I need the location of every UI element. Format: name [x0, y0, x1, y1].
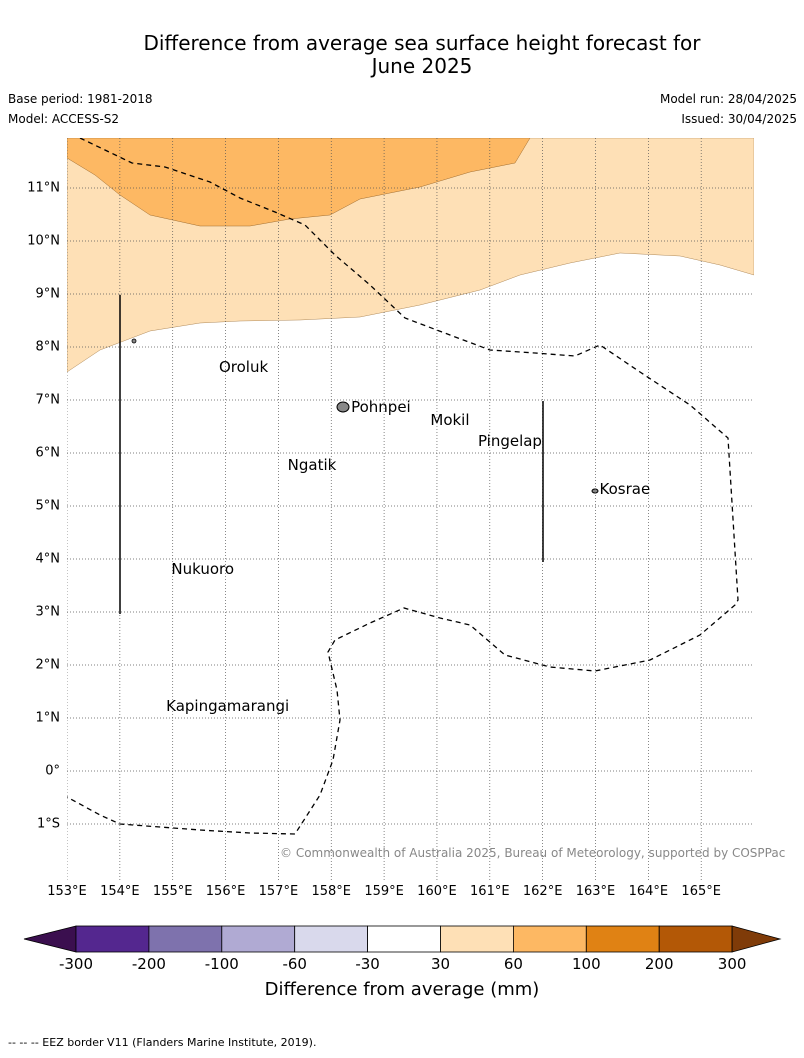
- lat-tick-label: 9°N: [35, 286, 61, 302]
- place-label: Kapingamarangi: [166, 697, 290, 716]
- colorbar-segment: [367, 925, 441, 953]
- lat-tick-label: 7°N: [35, 392, 61, 408]
- colorbar-tick-label: -60: [282, 955, 307, 973]
- lat-tick-label: 3°N: [35, 604, 61, 620]
- lat-tick-label: 8°N: [35, 339, 61, 355]
- lon-tick-label: 163°E: [575, 884, 616, 899]
- colorbar-extend-low: [23, 925, 77, 953]
- colorbar-tick-label: -100: [204, 955, 239, 973]
- lat-tick-label: 0°: [45, 763, 60, 779]
- colorbar-segment: [513, 925, 587, 953]
- colorbar-segment: [585, 925, 660, 953]
- islet-icon: [131, 338, 137, 344]
- place-label: Pohnpei: [351, 397, 411, 416]
- colorbar-tick-label: 300: [717, 955, 747, 973]
- colorbar: [23, 925, 782, 953]
- base-period: Base period: 1981-2018: [8, 92, 153, 106]
- colorbar-tick-label: -200: [131, 955, 166, 973]
- anomaly-band-60-100: [67, 138, 531, 227]
- place-label: Oroluk: [218, 358, 269, 377]
- colorbar-tick-label: 30: [430, 955, 451, 973]
- colorbar-segment: [221, 925, 296, 953]
- model-name: Model: ACCESS-S2: [8, 112, 120, 126]
- eez-legend-note: -- -- -- EEZ border V11 (Flanders Marine…: [8, 1036, 317, 1049]
- lat-tick-label: 1°N: [35, 710, 61, 726]
- colorbar-extend-high: [731, 925, 782, 953]
- place-label: Pingelap: [477, 432, 542, 451]
- colorbar-tick-label: -30: [355, 955, 380, 973]
- colorbar-segment: [294, 925, 369, 953]
- lat-tick-label: 5°N: [35, 498, 61, 514]
- colorbar-segment: [148, 925, 223, 953]
- lon-tick-label: 157°E: [258, 884, 299, 899]
- map-title: Difference from average sea surface heig…: [60, 32, 784, 78]
- colorbar-tick-label: -300: [58, 955, 94, 973]
- graticule: [67, 138, 754, 880]
- kosrae-island-icon: [591, 488, 599, 494]
- place-label: Nukuoro: [171, 559, 235, 578]
- model-run: Model run: 28/04/2025: [659, 92, 797, 106]
- lon-tick-label: 155°E: [152, 884, 193, 899]
- lon-tick-label: 158°E: [311, 884, 352, 899]
- lon-tick-label: 164°E: [628, 884, 669, 899]
- lat-tick-label: 6°N: [35, 445, 61, 461]
- pohnpei-island-icon: [336, 401, 350, 413]
- issued-date: Issued: 30/04/2025: [681, 112, 797, 126]
- lon-tick-label: 160°E: [417, 884, 457, 899]
- lon-tick-label: 156°E: [205, 884, 246, 899]
- colorbar-segment: [658, 925, 733, 953]
- lat-tick-label: 1°S: [36, 816, 60, 832]
- lon-tick-label: 159°E: [364, 884, 404, 899]
- place-label: Ngatik: [287, 456, 337, 475]
- place-label: Kosrae: [599, 480, 651, 499]
- colorbar-tick-label: 200: [644, 955, 674, 973]
- lat-tick-label: 4°N: [35, 551, 61, 567]
- map-title-line2: June 2025: [371, 54, 473, 78]
- sea-level-field: [67, 138, 754, 880]
- lon-tick-label: 154°E: [100, 884, 140, 899]
- lon-tick-label: 165°E: [681, 884, 721, 899]
- copyright-notice: © Commonwealth of Australia 2025, Bureau…: [280, 846, 786, 860]
- colorbar-title: Difference from average (mm): [264, 979, 540, 1000]
- eez-border-north: [67, 138, 739, 835]
- lon-tick-label: 153°E: [47, 884, 87, 899]
- colorbar-tick-label: 100: [571, 955, 601, 973]
- lon-tick-label: 161°E: [470, 884, 510, 899]
- colorbar-segment: [75, 925, 150, 953]
- lat-tick-label: 11°N: [27, 180, 60, 196]
- map-title-line1: Difference from average sea surface heig…: [143, 31, 701, 55]
- place-label: Mokil: [430, 411, 470, 430]
- lat-tick-label: 2°N: [35, 657, 61, 673]
- lat-tick-label: 10°N: [27, 233, 60, 249]
- colorbar-segment: [440, 925, 514, 953]
- colorbar-tick-label: 60: [503, 955, 523, 973]
- lon-tick-label: 162°E: [522, 884, 563, 899]
